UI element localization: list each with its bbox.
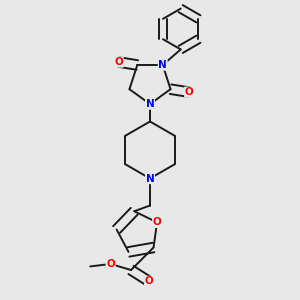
Text: O: O — [185, 87, 194, 97]
Text: N: N — [146, 173, 154, 184]
Text: O: O — [153, 218, 161, 227]
Text: O: O — [114, 57, 123, 67]
Text: N: N — [158, 60, 167, 70]
Text: O: O — [106, 259, 115, 269]
Text: N: N — [146, 99, 154, 109]
Text: O: O — [145, 276, 153, 286]
